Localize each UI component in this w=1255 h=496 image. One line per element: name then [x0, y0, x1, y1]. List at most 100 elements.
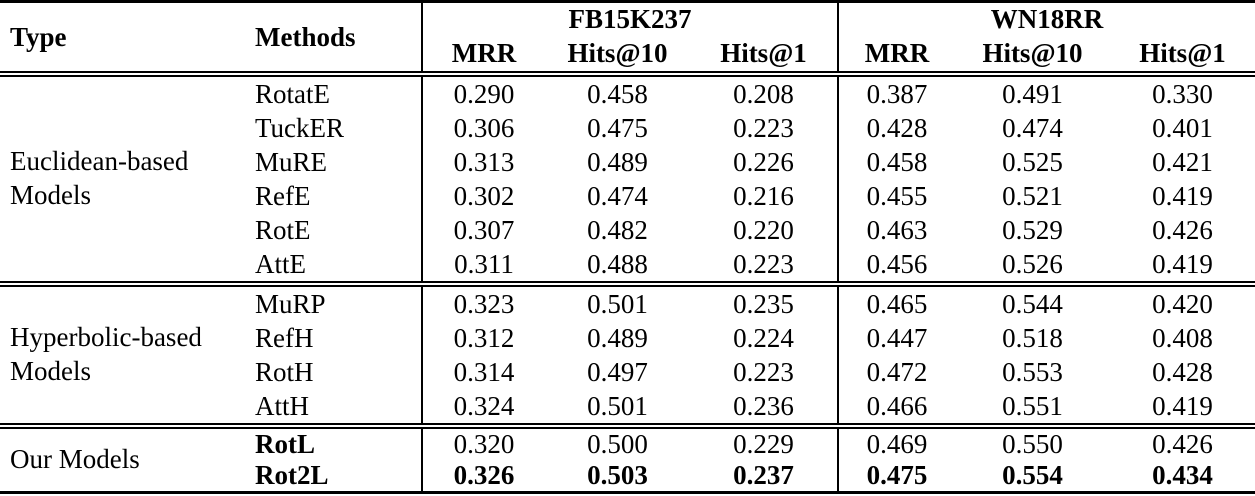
metric-value: 0.408	[1152, 322, 1213, 353]
metric-value: 0.550	[955, 423, 1110, 460]
column-header-wn-mrr: MRR	[837, 36, 955, 77]
metric-value: 0.226	[733, 146, 794, 177]
metric-value: 0.313	[421, 145, 545, 179]
metric-value: 0.501	[545, 281, 690, 321]
metric-value: 0.236	[733, 390, 794, 421]
metric-value: 0.518	[1002, 322, 1063, 353]
column-header-wn-hits1: Hits@1	[1110, 36, 1255, 77]
method-cell: AttE	[255, 248, 306, 279]
table-row: MuRE 0.313 0.489 0.226 0.458 0.525 0.421	[0, 145, 1255, 179]
table-row: Our Models RotL 0.320 0.500 0.229 0.469 …	[0, 423, 1255, 493]
column-header-fb-mrr: MRR	[421, 36, 545, 77]
metric-value: 0.456	[837, 247, 955, 284]
metric-value: 0.455	[837, 179, 955, 213]
metric-value: 0.419	[1152, 248, 1213, 279]
metric-value: 0.489	[587, 322, 648, 353]
table-row: Hyperbolic-based Models MuRP 0.323 0.501…	[0, 281, 1255, 426]
metric-value: 0.323	[421, 281, 545, 321]
metric-value: 0.306	[421, 111, 545, 145]
metric-value: 0.208	[733, 78, 794, 109]
method-cell: RefE	[255, 180, 311, 211]
metric-value: 0.474	[587, 180, 648, 211]
metric-value: 0.314	[421, 355, 545, 389]
metric-value: 0.428	[837, 111, 955, 145]
metric-value: 0.491	[1002, 78, 1063, 109]
metric-value: 0.324	[421, 389, 545, 426]
method-cell: TuckER	[255, 112, 345, 143]
metric-value: 0.500	[545, 423, 690, 460]
column-header-fb-hits10: Hits@10	[545, 36, 690, 77]
metric-value: 0.420	[1110, 281, 1255, 321]
metric-value: 0.497	[587, 356, 648, 387]
type-group-label: Our Models	[0, 423, 250, 493]
column-header-methods: Methods	[250, 1, 422, 77]
table-header: Type Methods FB15K237 WN18RR MRR Hits@10…	[0, 1, 1255, 77]
metric-value: 0.475	[587, 112, 648, 143]
table-body: Euclidean-based Models RotatE 0.290 0.45…	[0, 74, 1255, 493]
column-header-type: Type	[0, 1, 250, 77]
type-group-label: Euclidean-based Models	[10, 146, 189, 210]
metric-value: 0.525	[1002, 146, 1063, 177]
metric-value: 0.220	[733, 214, 794, 245]
method-cell: RotL	[250, 423, 422, 460]
metric-value: 0.529	[1002, 214, 1063, 245]
method-cell: RotatE	[255, 78, 330, 109]
metric-value: 0.474	[1002, 112, 1063, 143]
metric-value: 0.521	[1002, 180, 1063, 211]
metric-value: 0.472	[837, 355, 955, 389]
method-cell: MuRE	[255, 146, 328, 177]
metric-value: 0.223	[733, 356, 794, 387]
metric-value: 0.551	[1002, 390, 1063, 421]
table-row: TuckER 0.306 0.475 0.223 0.428 0.474 0.4…	[0, 111, 1255, 145]
metric-value: 0.482	[587, 214, 648, 245]
metric-value: 0.237	[733, 460, 794, 490]
metric-value: 0.229	[690, 423, 838, 460]
metric-value: 0.503	[587, 460, 648, 490]
metric-value: 0.419	[1152, 390, 1213, 421]
method-cell: MuRP	[250, 281, 422, 321]
metric-value: 0.501	[587, 390, 648, 421]
metric-value: 0.312	[421, 321, 545, 355]
metric-value: 0.544	[955, 281, 1110, 321]
metric-value: 0.458	[587, 78, 648, 109]
metric-value: 0.466	[837, 389, 955, 426]
metric-value: 0.330	[1152, 78, 1213, 109]
metric-value: 0.224	[733, 322, 794, 353]
header-row-datasets: Type Methods FB15K237 WN18RR	[0, 1, 1255, 77]
metric-value: 0.526	[1002, 248, 1063, 279]
metric-value: 0.307	[421, 213, 545, 247]
metric-value: 0.290	[421, 74, 545, 111]
type-group-label: Hyperbolic-based Models	[0, 281, 250, 426]
metric-value: 0.475	[837, 460, 955, 493]
metric-value: 0.489	[587, 146, 648, 177]
column-group-fb15k237: FB15K237	[421, 1, 838, 36]
table-row: RefE 0.302 0.474 0.216 0.455 0.521 0.419	[0, 179, 1255, 213]
metric-value: 0.216	[733, 180, 794, 211]
column-header-wn-hits10: Hits@10	[955, 36, 1110, 77]
metric-value: 0.469	[837, 423, 955, 460]
method-cell: Rot2L	[255, 460, 329, 490]
metric-value: 0.488	[587, 248, 648, 279]
method-cell: AttH	[255, 390, 309, 421]
method-cell: RotE	[255, 214, 311, 245]
metric-value: 0.426	[1110, 423, 1255, 460]
metric-value: 0.465	[837, 281, 955, 321]
table-row: RotE 0.307 0.482 0.220 0.463 0.529 0.426	[0, 213, 1255, 247]
metric-value: 0.553	[1002, 356, 1063, 387]
metric-value: 0.463	[837, 213, 955, 247]
metric-value: 0.326	[421, 460, 545, 493]
metric-value: 0.458	[837, 145, 955, 179]
metric-value: 0.235	[690, 281, 838, 321]
metric-value: 0.447	[837, 321, 955, 355]
metric-value: 0.554	[1002, 460, 1063, 490]
table-row: RotH 0.314 0.497 0.223 0.472 0.553 0.428	[0, 355, 1255, 389]
metric-value: 0.426	[1152, 214, 1213, 245]
column-group-wn18rr: WN18RR	[836, 1, 1255, 36]
metric-value: 0.387	[837, 74, 955, 111]
metric-value: 0.320	[421, 423, 545, 460]
column-header-fb-hits1: Hits@1	[690, 36, 838, 77]
metric-value: 0.401	[1152, 112, 1213, 143]
metric-value: 0.421	[1152, 146, 1213, 177]
table-row: AttH 0.324 0.501 0.236 0.466 0.551 0.419	[0, 389, 1255, 426]
